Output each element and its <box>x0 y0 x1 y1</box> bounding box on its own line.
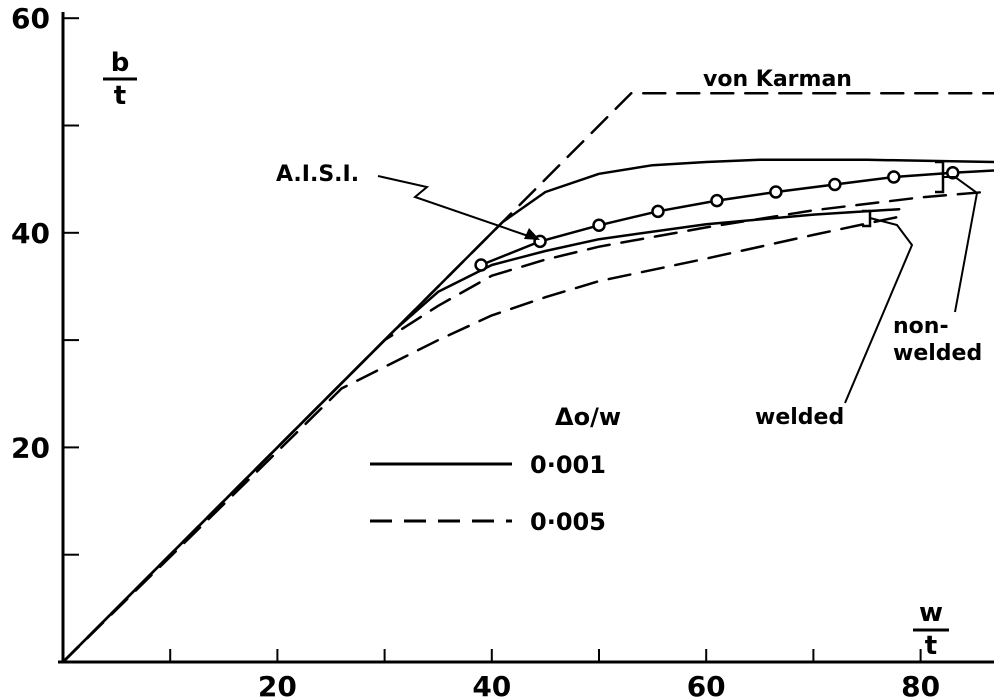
legend-title: Δo/w <box>555 403 621 431</box>
series-line-0 <box>61 92 994 664</box>
y-tick-label: 20 <box>11 431 50 464</box>
aisi-leader <box>377 175 538 240</box>
legend-label-dashed: 0·005 <box>530 508 606 536</box>
annotation-welded: welded <box>755 209 914 430</box>
ticks: 20 40 60 80 20 40 60 <box>11 2 940 699</box>
series-line-4 <box>61 190 987 664</box>
series-line-3 <box>61 207 901 664</box>
series-marker <box>946 165 960 180</box>
x-tick-label: 40 <box>472 670 511 699</box>
aisi-arrowhead <box>524 228 540 240</box>
axes <box>58 12 994 664</box>
non-welded-leader <box>943 176 979 313</box>
x-tick-label: 80 <box>901 670 940 699</box>
annotation-aisi: A.I.S.I. <box>276 162 540 240</box>
y-axis-label-numerator: b <box>111 48 130 78</box>
annotation-von-karman: von Karman <box>703 67 852 92</box>
series-line-1 <box>61 158 994 664</box>
von-karman-label: von Karman <box>703 67 852 92</box>
x-axis-label-denominator: t <box>925 631 937 661</box>
non-welded-label-line1: non- <box>893 314 949 339</box>
series-marker <box>651 204 665 219</box>
series-marker <box>887 170 901 184</box>
legend: Δo/w 0·001 0·005 <box>370 403 621 536</box>
series-marker <box>828 177 842 192</box>
markers-layer <box>474 165 960 272</box>
series-layer <box>61 92 994 664</box>
series-line-2 <box>479 169 994 267</box>
aisi-label: A.I.S.I. <box>276 162 359 187</box>
y-tick-label: 40 <box>11 217 50 250</box>
series-line-5 <box>61 215 901 664</box>
series-marker <box>710 193 724 208</box>
annotation-non-welded: non- welded <box>893 160 982 366</box>
series-marker <box>769 185 783 199</box>
non-welded-label-line2: welded <box>893 341 982 366</box>
x-axis-label: w t <box>913 598 949 661</box>
series-marker <box>592 218 606 233</box>
x-axis-label-numerator: w <box>919 598 943 628</box>
x-tick-label: 20 <box>258 670 297 699</box>
y-tick-label: 60 <box>11 2 50 35</box>
welded-label: welded <box>755 405 844 430</box>
series-marker <box>474 258 488 272</box>
y-axis-label: b t <box>103 48 137 111</box>
y-axis-label-denominator: t <box>114 81 126 111</box>
welded-leader <box>844 217 914 404</box>
legend-label-solid: 0·001 <box>530 451 606 479</box>
non-welded-bracket <box>935 160 945 194</box>
x-tick-label: 60 <box>687 670 726 699</box>
